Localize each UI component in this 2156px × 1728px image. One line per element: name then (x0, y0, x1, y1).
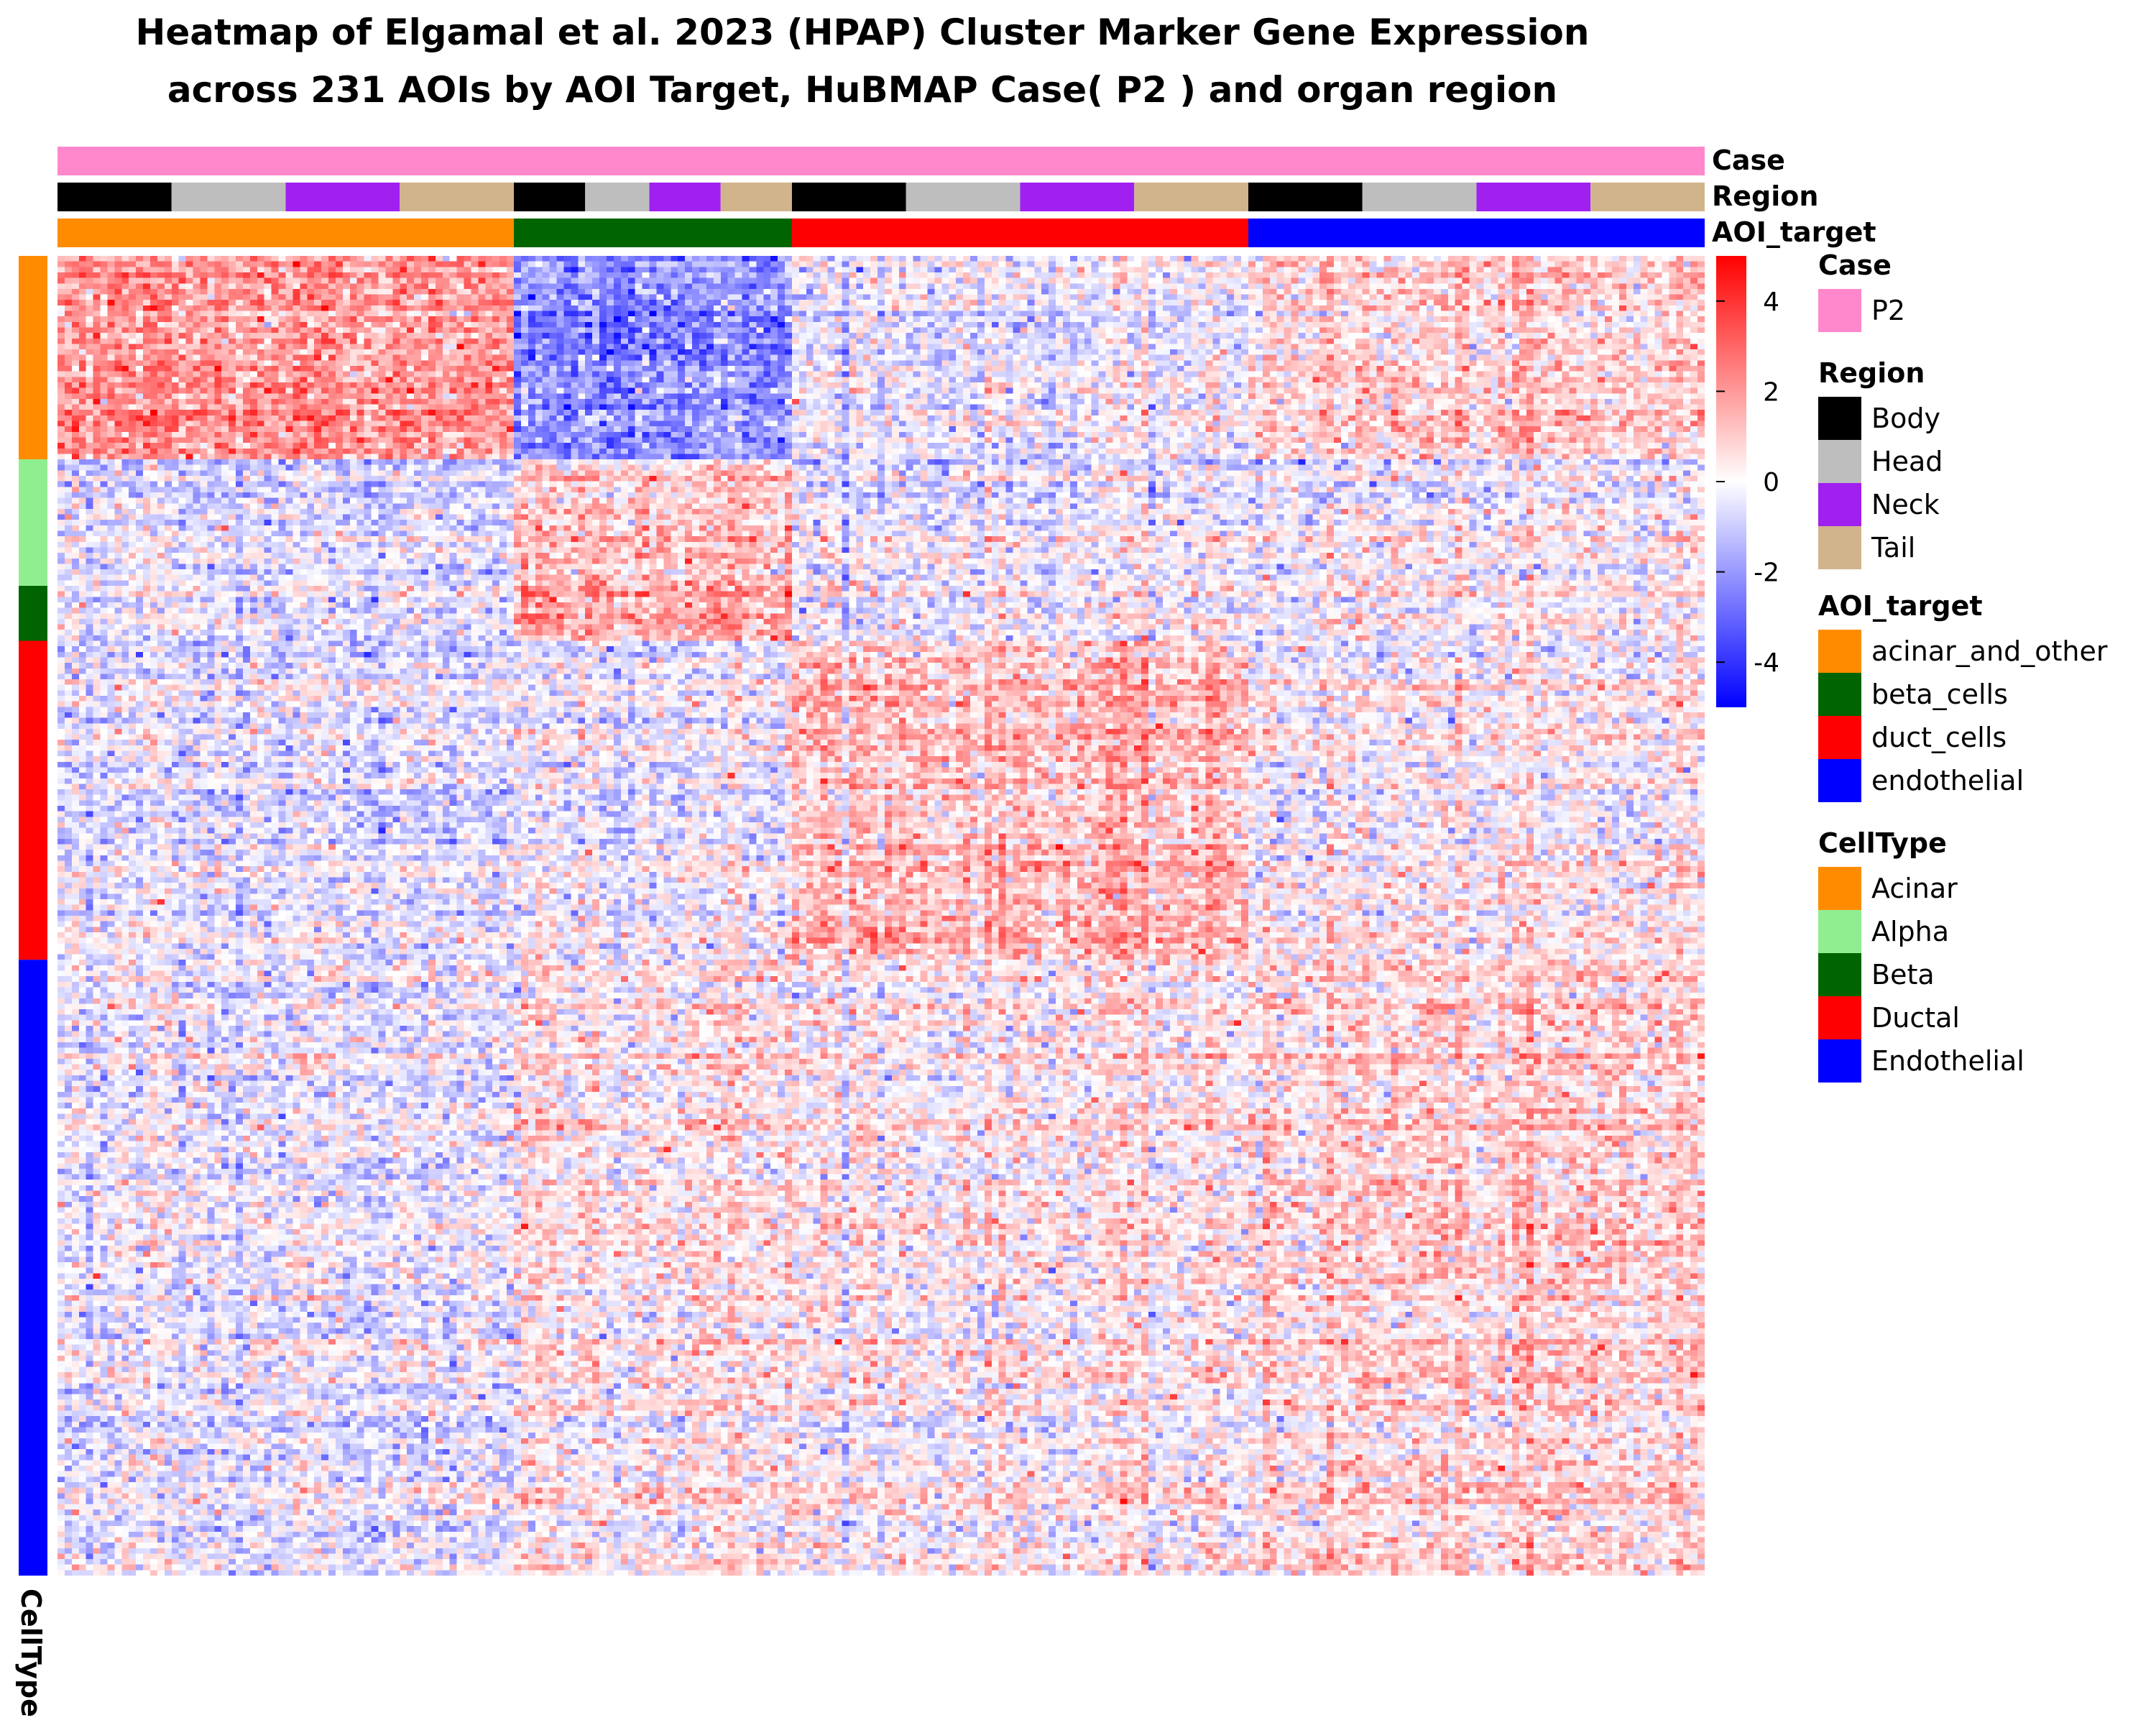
region-bar-body (514, 183, 586, 211)
legend-swatch-head (1818, 440, 1861, 483)
celltype-bar-alpha (19, 459, 47, 586)
legend-swatch-acinar (1818, 867, 1861, 910)
annotation-label-case: Case (1712, 144, 1785, 176)
legend-label-body: Body (1871, 403, 1940, 434)
legend-label-beta: Beta (1871, 959, 1935, 991)
aoi-target-bar-acinar-and-other (57, 219, 515, 247)
chart-title-line-2: across 231 AOIs by AOI Target, HuBMAP Ca… (167, 69, 1557, 111)
legend-label-beta-cells: beta_cells (1871, 679, 2008, 710)
region-bar-body (57, 183, 172, 211)
annotation-label-region: Region (1712, 180, 1818, 212)
legend-swatch-endothelial (1818, 1039, 1861, 1083)
legend-label-neck: Neck (1871, 489, 1940, 520)
legend: Case P2 Region Body Head Neck Tail AOI_targetac… (1818, 249, 2108, 1083)
legend-title-aoi-target: AOI_target (1818, 590, 1983, 622)
color-scale-tick-label: 4 (1763, 288, 1779, 317)
legend-swatch-acinar-and-other (1818, 630, 1861, 673)
region-bar-body (791, 183, 906, 211)
region-bar-head (1362, 183, 1477, 211)
color-scale-ticks: 4 2 0 -2 -4 (1716, 288, 1779, 678)
color-scale-tick-label: -4 (1754, 648, 1779, 678)
legend-label-tail: Tail (1871, 532, 1915, 564)
region-bar-tail (720, 183, 792, 211)
region-bar-body (1248, 183, 1363, 211)
legend-swatch-neck (1818, 483, 1861, 526)
region-bar-neck (1476, 183, 1591, 211)
color-scale-tick-label: 2 (1763, 377, 1779, 407)
celltype-bar-endothelial (19, 960, 47, 1576)
legend-swatch-endothelial (1818, 759, 1861, 802)
annotation-label-aoi-target: AOI_target (1712, 216, 1876, 248)
region-bar-tail (400, 183, 515, 211)
legend-label-acinar-and-other: acinar_and_other (1871, 635, 2108, 667)
celltype-bar-acinar (19, 256, 47, 460)
region-bar-head (171, 183, 286, 211)
legend-label-endothelial: Endothelial (1871, 1045, 2024, 1077)
celltype-bar-beta (19, 586, 47, 641)
color-scale-tick-label: -2 (1754, 559, 1779, 588)
aoi-target-bar-beta-cells (514, 219, 792, 247)
legend-swatch-alpha (1818, 910, 1861, 953)
legend-swatch-tail (1818, 526, 1861, 569)
aoi-target-bar-duct-cells (791, 219, 1248, 247)
color-scale-tick-label: 0 (1763, 468, 1779, 497)
heatmap-matrix (57, 256, 1705, 1576)
legend-label-ductal: Ductal (1871, 1002, 1960, 1034)
row-annotations (19, 256, 47, 1576)
legend-swatch-body (1818, 397, 1861, 440)
legend-title-celltype: CellType (1818, 827, 1947, 859)
legend-title-case: Case (1818, 249, 1892, 281)
legend-label-p2: P2 (1871, 295, 1905, 326)
legend-label-duct-cells: duct_cells (1871, 722, 2007, 753)
legend-label-head: Head (1871, 446, 1943, 477)
region-bar-head (585, 183, 650, 211)
region-bar-head (906, 183, 1021, 211)
legend-swatch-ductal (1818, 996, 1861, 1039)
case-bar-p2 (57, 147, 1705, 175)
region-bar-neck (649, 183, 721, 211)
annotation-label-celltype: CellType (15, 1589, 47, 1717)
legend-swatch-p2 (1818, 289, 1861, 332)
region-bar-tail (1590, 183, 1705, 211)
legend-swatch-beta-cells (1818, 673, 1861, 716)
region-bar-neck (1020, 183, 1135, 211)
region-bar-neck (285, 183, 400, 211)
aoi-target-bar-endothelial (1248, 219, 1705, 247)
legend-label-acinar: Acinar (1871, 873, 1958, 904)
legend-label-endothelial: endothelial (1871, 765, 2024, 796)
legend-label-alpha: Alpha (1871, 916, 1949, 947)
legend-swatch-duct-cells (1818, 716, 1861, 759)
region-bar-tail (1134, 183, 1248, 211)
celltype-bar-ductal (19, 640, 47, 960)
column-annotations (57, 147, 1705, 247)
legend-swatch-beta (1818, 953, 1861, 996)
chart-title-line-1: Heatmap of Elgamal et al. 2023 (HPAP) Cl… (136, 12, 1590, 53)
legend-title-region: Region (1818, 357, 1925, 389)
